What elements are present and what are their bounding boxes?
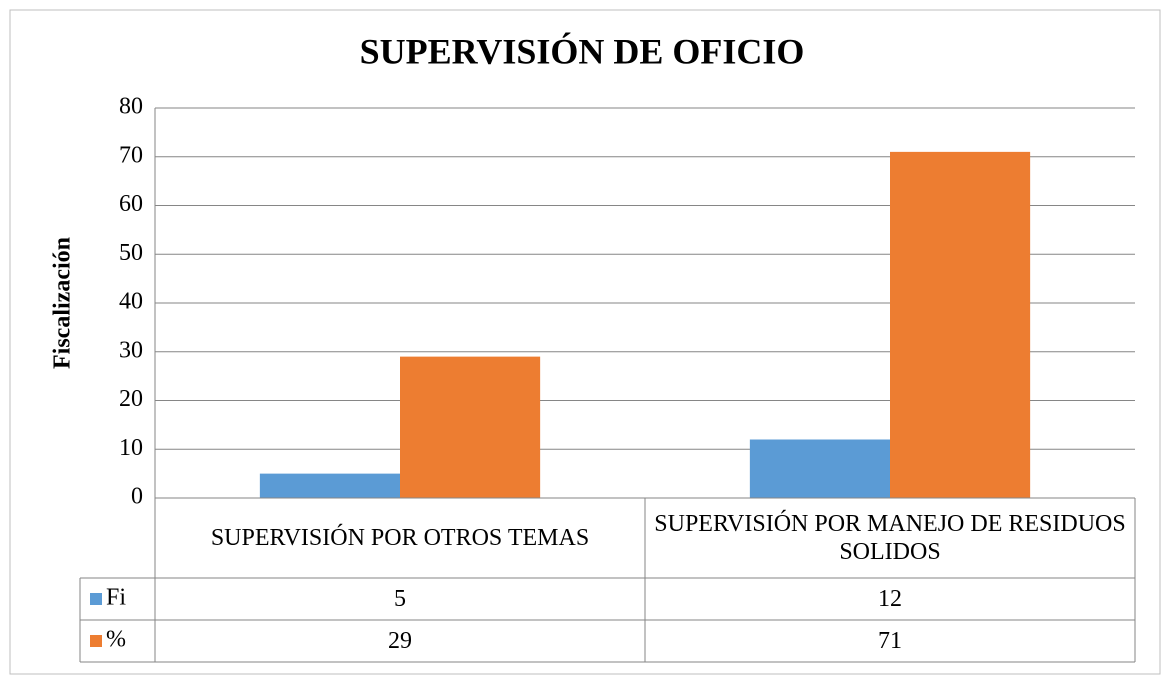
y-tick-label: 0 <box>131 484 143 510</box>
bar <box>749 439 890 498</box>
table-value: 71 <box>878 628 902 654</box>
y-tick-label: 10 <box>119 435 143 461</box>
y-tick-label: 50 <box>119 240 143 266</box>
table-value-box: 29 <box>388 628 412 654</box>
x-tick-label-box: SUPERVISIÓN POR OTROS TEMAS <box>210 525 590 551</box>
chart-title: SUPERVISIÓN DE OFICIO <box>360 31 805 71</box>
table-value-box: 71 <box>878 628 902 654</box>
table-value: 29 <box>388 628 412 654</box>
y-tick-label: 80 <box>119 94 143 120</box>
y-tick-label: 30 <box>119 337 143 363</box>
table-value-box: 5 <box>394 586 406 612</box>
x-tick-label: SUPERVISIÓN POR OTROS TEMAS <box>210 525 590 551</box>
legend-label: % <box>106 627 126 653</box>
table-value-box: 12 <box>878 586 902 612</box>
bar <box>259 473 400 498</box>
legend-key <box>90 635 102 647</box>
table-value: 5 <box>394 586 406 612</box>
y-tick-label: 20 <box>119 386 143 412</box>
x-tick-label-box: SUPERVISIÓN POR MANEJO DE RESIDUOS SOLID… <box>654 511 1126 565</box>
y-tick-label: 70 <box>119 142 143 168</box>
y-tick-label: 40 <box>119 289 143 315</box>
table-value: 12 <box>878 586 902 612</box>
bar <box>400 356 541 498</box>
y-axis-label: Fiscalización <box>50 237 76 369</box>
x-tick-label: SUPERVISIÓN POR MANEJO DE RESIDUOS SOLID… <box>654 511 1126 565</box>
legend-key <box>90 593 102 605</box>
bar <box>890 151 1031 498</box>
legend-label: Fi <box>106 585 126 611</box>
y-tick-label: 60 <box>119 191 143 217</box>
